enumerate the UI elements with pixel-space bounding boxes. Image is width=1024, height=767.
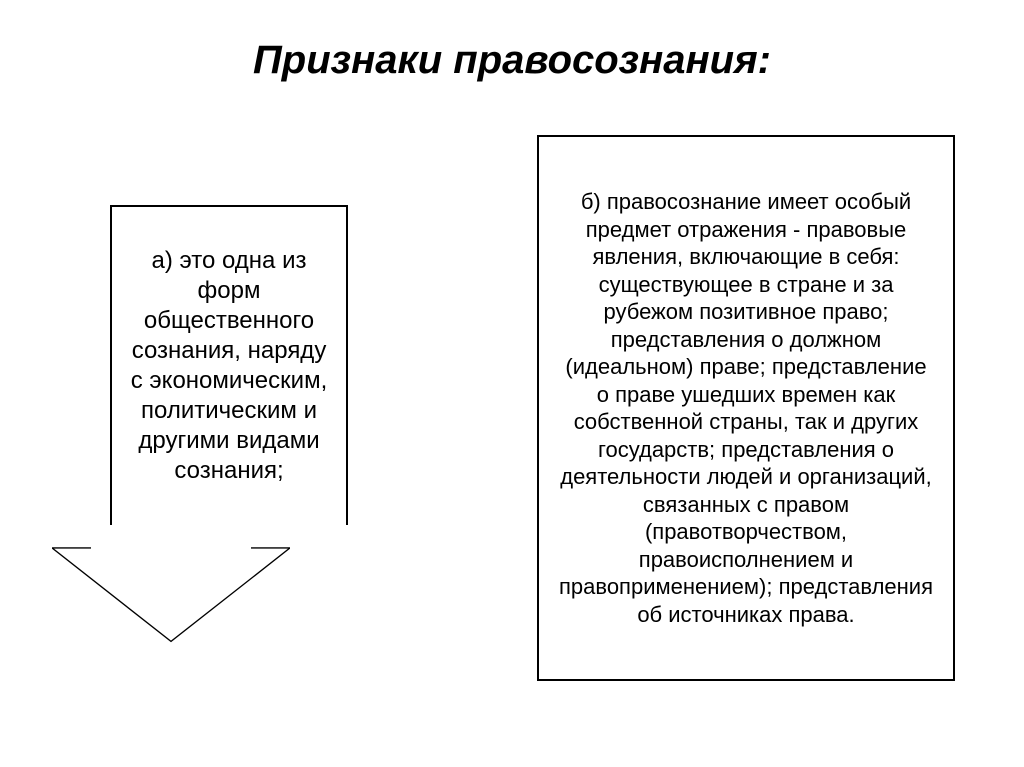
arrow-shaft: а) это одна из форм общественного сознан… [110, 205, 348, 525]
slide-title: Признаки правосознания: [0, 38, 1024, 83]
right-box-text: б) правосознание имеет особый предмет от… [557, 188, 935, 628]
left-arrow-text: а) это одна из форм общественного сознан… [126, 246, 332, 486]
left-arrow-shape: а) это одна из форм общественного сознан… [110, 205, 348, 525]
right-text-box: б) правосознание имеет особый предмет от… [537, 135, 955, 681]
arrow-head-icon [52, 524, 290, 666]
